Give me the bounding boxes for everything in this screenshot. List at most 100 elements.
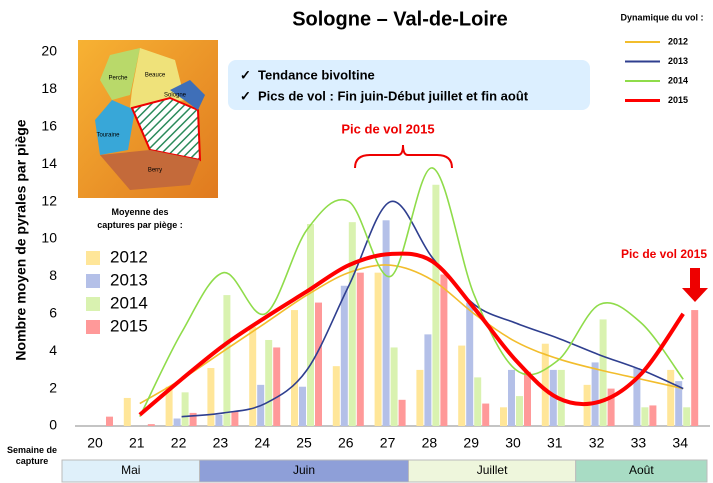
x-tick-label: 34: [672, 435, 688, 451]
map-label: Beauce: [145, 73, 166, 79]
y-tick-label: 4: [49, 342, 57, 358]
bar: [273, 347, 281, 426]
bar: [181, 392, 189, 426]
bar: [398, 399, 406, 426]
legend-swatch: [86, 297, 100, 311]
y-tick-label: 8: [49, 267, 57, 283]
check-icon: ✓: [240, 67, 251, 82]
info-text: Pics de vol : Fin juin-Début juillet et …: [258, 88, 529, 103]
map-label: Touraine: [96, 133, 120, 139]
bar: [607, 388, 615, 426]
bar: [599, 319, 607, 426]
trend-line: [139, 264, 684, 405]
legend-swatch: [86, 251, 100, 265]
x-axis-label-box: Semaine de capture: [6, 445, 58, 466]
bar: [390, 347, 398, 426]
legend-label: 2014: [668, 75, 688, 85]
bar: [466, 302, 474, 426]
bar: [147, 424, 155, 426]
y-tick-label: 14: [41, 155, 57, 171]
x-tick-label: 32: [589, 435, 605, 451]
map-label: Berry: [148, 168, 162, 174]
bar: [541, 343, 549, 426]
bar: [299, 386, 306, 426]
legend-label: 2015: [668, 95, 688, 105]
map-label: Sologne: [164, 93, 187, 99]
bar: [424, 334, 432, 426]
bar: [291, 310, 298, 426]
bar: [215, 414, 223, 426]
bar: [315, 302, 322, 426]
trend-line: [138, 251, 685, 417]
bar: [173, 418, 181, 426]
bar: [307, 224, 314, 426]
x-tick-label: 23: [213, 435, 229, 451]
bar: [675, 381, 683, 426]
bar: [374, 272, 382, 426]
bar: [500, 407, 507, 426]
y-axis-label: Nombre moyen de pyrales par piège: [13, 119, 29, 360]
x-tick-label: 26: [338, 435, 354, 451]
bar: [356, 272, 364, 426]
x-tick-label: 33: [631, 435, 647, 451]
annotation: Pic de vol 2015: [341, 121, 434, 136]
x-tick-label: 31: [547, 435, 563, 451]
bar: [165, 386, 173, 426]
legend-label: 2015: [110, 316, 148, 335]
map-label: Perche: [108, 76, 128, 82]
bar: [508, 369, 515, 426]
x-tick-label: 27: [380, 435, 396, 451]
annotation: Pic de vol 2015: [621, 247, 707, 261]
trend-line: [139, 167, 684, 418]
chart-title: Sologne – Val-de-Loire: [292, 8, 508, 30]
legend-title: Moyenne des captures par piège :: [97, 207, 183, 230]
bar: [249, 326, 257, 426]
bar: [474, 377, 482, 426]
y-tick-label: 2: [49, 379, 57, 395]
legend-label: 2012: [668, 36, 688, 46]
info-box: [228, 60, 590, 110]
bar: [382, 220, 390, 426]
brace: [354, 144, 453, 169]
y-tick-label: 18: [41, 80, 57, 96]
x-tick-label: 21: [129, 435, 145, 451]
bar: [207, 368, 215, 426]
bar: [516, 396, 523, 426]
bar: [340, 285, 348, 426]
x-tick-label: 25: [296, 435, 312, 451]
bar: [223, 295, 231, 426]
y-tick-label: 0: [49, 417, 57, 433]
bar: [482, 403, 490, 426]
bar: [332, 366, 340, 426]
bar: [691, 310, 699, 426]
y-tick-label: 12: [41, 192, 57, 208]
month-label: Août: [629, 463, 654, 477]
map: [78, 40, 218, 198]
bar: [591, 362, 599, 426]
month-label: Juin: [293, 463, 315, 477]
x-tick-label: 22: [171, 435, 187, 451]
legend-label: 2012: [110, 247, 148, 266]
bar: [549, 369, 557, 426]
x-tick-label: 24: [254, 435, 270, 451]
legend-title: Dynamique du vol :: [620, 12, 703, 22]
month-label: Mai: [121, 463, 140, 477]
y-tick-label: 10: [41, 230, 57, 246]
bar: [123, 397, 131, 426]
x-axis-label: Semaine de capture: [6, 445, 58, 466]
bar: [633, 368, 641, 426]
x-tick-label: 30: [505, 435, 521, 451]
bar: [231, 411, 239, 426]
x-tick-label: 28: [422, 435, 438, 451]
trend-line: [181, 200, 684, 418]
x-tick-label: 29: [463, 435, 479, 451]
legend-label: 2014: [110, 293, 148, 312]
bar: [683, 407, 691, 426]
month-label: Juillet: [477, 463, 508, 477]
check-icon: ✓: [240, 88, 251, 103]
y-tick-label: 16: [41, 118, 57, 134]
x-tick-label: 20: [87, 435, 103, 451]
legend-label: 2013: [668, 56, 688, 66]
legend-swatch: [86, 320, 100, 334]
bar: [348, 222, 356, 426]
